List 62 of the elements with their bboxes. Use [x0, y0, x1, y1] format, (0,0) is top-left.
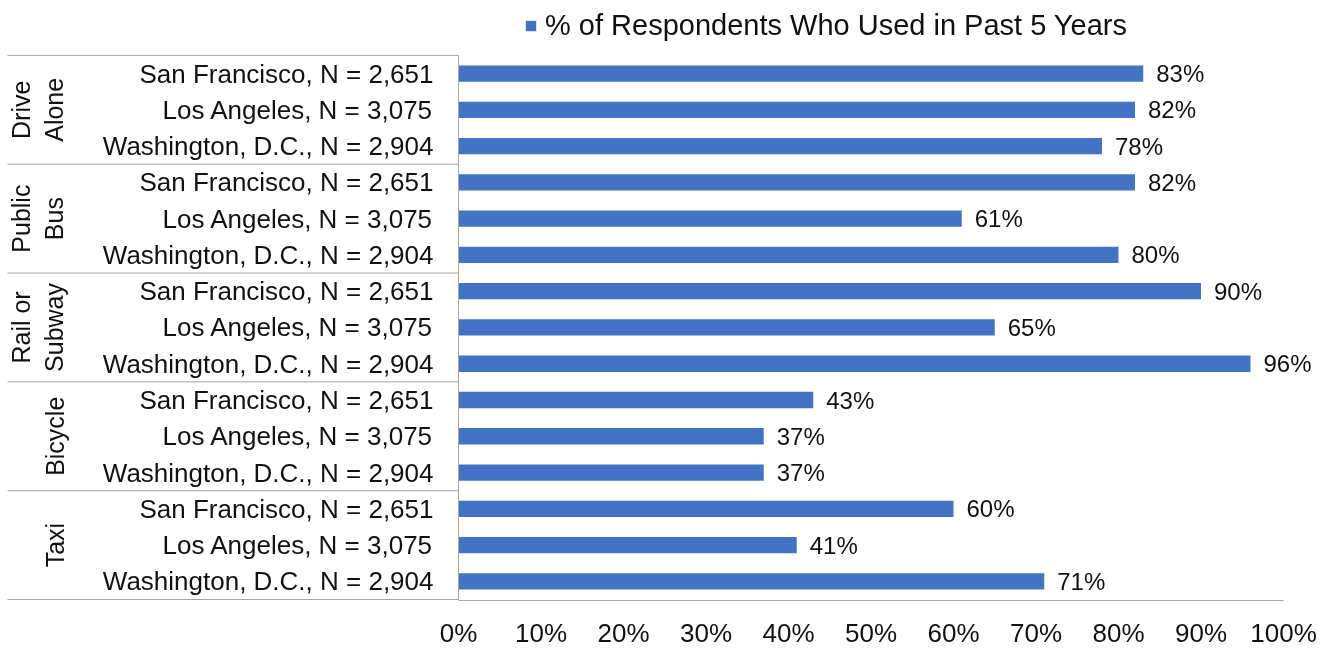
- x-tick-label: 100%: [1250, 617, 1317, 648]
- y-tick-label: San Francisco, N = 2,651: [139, 276, 434, 307]
- data-label: 82%: [1148, 168, 1197, 196]
- data-label: 41%: [809, 531, 858, 559]
- x-tick-label: 10%: [514, 617, 568, 648]
- bar: [458, 246, 1119, 264]
- bar: [458, 137, 1102, 155]
- x-tick-label: 70%: [1009, 617, 1063, 648]
- text: Public Bus: [6, 184, 69, 253]
- text: Bicycle: [40, 396, 69, 476]
- data-label: 71%: [1057, 567, 1106, 595]
- bar: [458, 573, 1045, 590]
- y-tick-label: Los Angeles, N = 3,075: [162, 421, 433, 452]
- y-tick-label: San Francisco, N = 2,651: [139, 493, 434, 524]
- y-tick-label: Los Angeles, N = 3,075: [162, 530, 433, 561]
- y-tick-label: Washington, D.C., N = 2,904: [102, 457, 434, 488]
- data-label: 83%: [1156, 60, 1205, 88]
- bar: [458, 174, 1135, 191]
- data-label: 96%: [1263, 350, 1312, 378]
- y-tick-label: San Francisco, N = 2,651: [139, 58, 434, 89]
- bar: [458, 65, 1144, 82]
- x-tick-label: 0%: [439, 617, 478, 648]
- data-label: 78%: [1115, 132, 1164, 160]
- data-label: 43%: [826, 386, 875, 414]
- text: Rail or Subway: [6, 282, 69, 372]
- text: Taxi: [40, 522, 69, 568]
- y-tick-label: San Francisco, N = 2,651: [139, 167, 434, 198]
- x-tick-label: 50%: [844, 617, 898, 648]
- x-tick-label: 80%: [1092, 617, 1145, 648]
- data-label: 37%: [776, 422, 825, 450]
- y-tick-label: Washington, D.C., N = 2,904: [102, 348, 434, 379]
- data-label: 37%: [776, 459, 825, 487]
- bar: [458, 464, 764, 481]
- data-label: 60%: [966, 495, 1015, 523]
- bar: [458, 283, 1201, 300]
- bar: [458, 536, 797, 554]
- data-label: 61%: [974, 205, 1023, 233]
- bar: [458, 210, 962, 227]
- x-tick-label: 30%: [679, 617, 733, 648]
- legend-label: % of Respondents Who Used in Past 5 Years: [545, 9, 1127, 42]
- y-tick-label: San Francisco, N = 2,651: [139, 385, 434, 415]
- x-tick-label: 40%: [762, 617, 815, 648]
- bar: [458, 391, 814, 409]
- data-label: 65%: [1007, 313, 1056, 341]
- y-tick-label: Los Angeles, N = 3,075: [162, 203, 433, 234]
- data-label: 80%: [1131, 241, 1180, 269]
- bar: [458, 500, 954, 517]
- bar: [458, 428, 764, 445]
- y-tick-label: Washington, D.C., N = 2,904: [102, 239, 434, 270]
- y-tick-label: Washington, D.C., N = 2,904: [102, 131, 434, 162]
- bar: [458, 355, 1251, 372]
- x-tick-label: 60%: [927, 617, 980, 648]
- data-label: 82%: [1148, 96, 1197, 124]
- x-tick-label: 20%: [597, 617, 650, 648]
- y-tick-label: Washington, D.C., N = 2,904: [102, 566, 434, 597]
- bar: [458, 319, 995, 336]
- text: Drive Alone: [6, 77, 69, 142]
- data-label: 90%: [1214, 277, 1263, 305]
- x-tick-label: 90%: [1174, 617, 1228, 648]
- y-tick-label: Los Angeles, N = 3,075: [162, 312, 433, 343]
- y-tick-label: Los Angeles, N = 3,075: [162, 94, 433, 125]
- bar: [458, 101, 1135, 118]
